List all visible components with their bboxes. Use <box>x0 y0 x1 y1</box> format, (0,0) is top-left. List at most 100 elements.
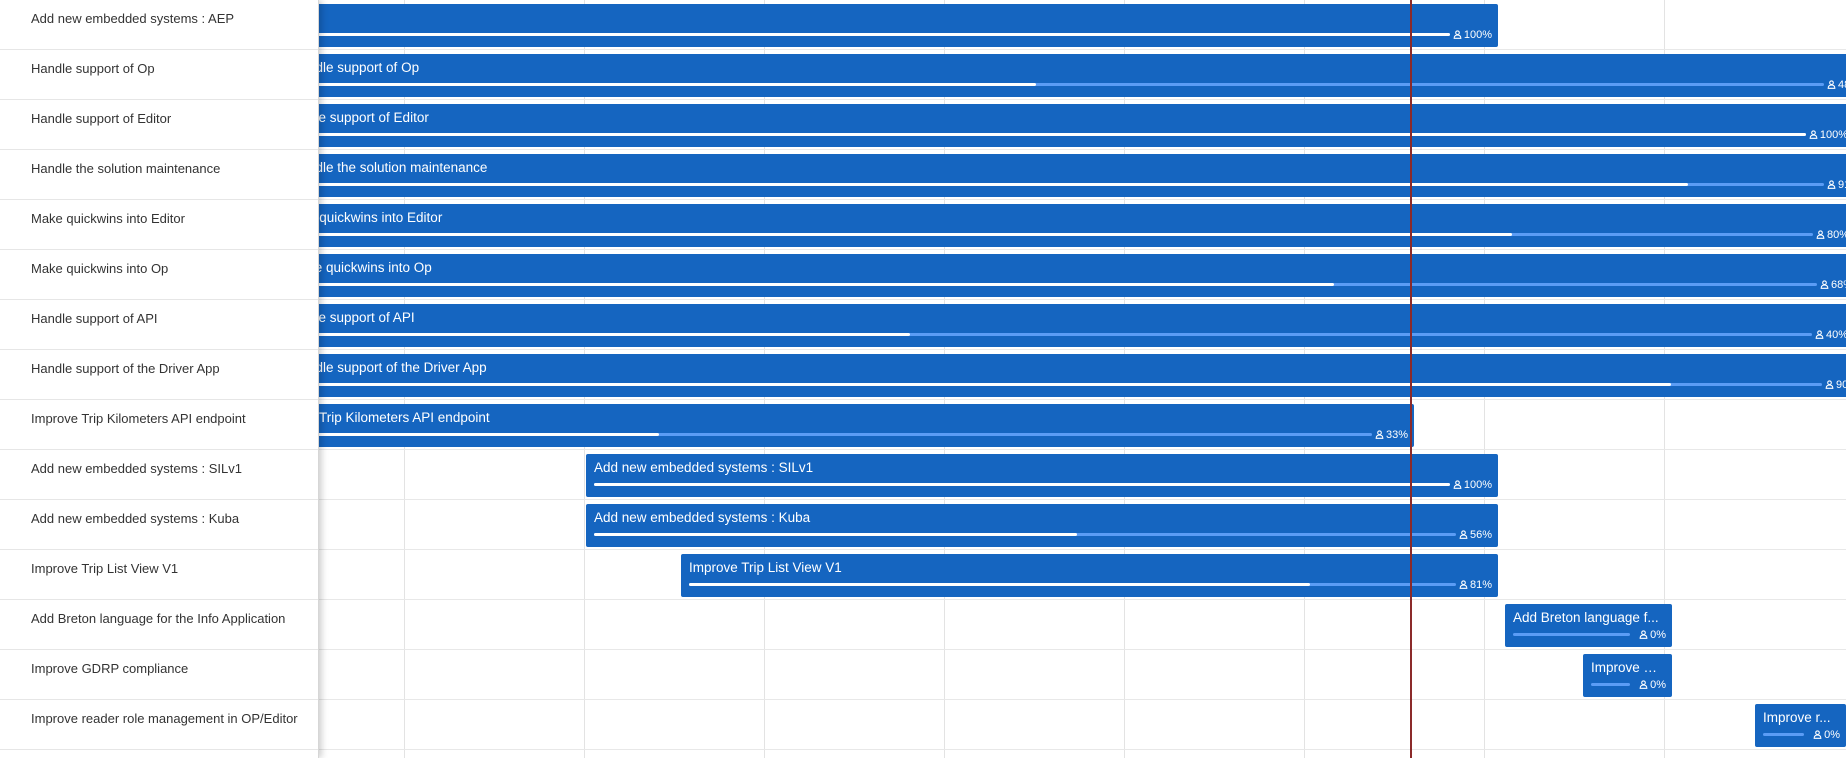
progress-percent: 68% <box>1820 279 1846 291</box>
task-name: Improve Trip Kilometers API endpoint <box>31 411 246 426</box>
progress-percent: 48% <box>1827 79 1846 91</box>
task-row[interactable]: Improve Trip List View V1 <box>0 550 318 600</box>
task-bar[interactable]: ndle support of the Driver App 90% <box>318 354 1846 397</box>
task-bar-label: Add new embedded systems : SILv1 <box>594 460 814 475</box>
progress-fill <box>318 33 1450 36</box>
progress-percent: 100% <box>1453 479 1492 491</box>
task-row[interactable]: Make quickwins into Op <box>0 250 318 300</box>
task-name-panel: Add new embedded systems : AEP Handle sup… <box>0 0 319 758</box>
task-bar[interactable]: e quickwins into Editor 80% <box>318 204 1846 247</box>
user-icon <box>1459 579 1470 591</box>
task-row[interactable]: Improve GDRP compliance <box>0 650 318 700</box>
task-bar[interactable]: dle support of Editor 100% <box>318 104 1846 147</box>
progress-percent-text: 100% <box>1463 479 1492 491</box>
progress-percent-text: 80% <box>1826 229 1846 241</box>
gantt-timeline[interactable]: 100% ndle support of Op 48% dle support of … <box>318 0 1846 758</box>
task-row[interactable]: Add new embedded systems : Kuba <box>0 500 318 550</box>
row-divider <box>318 149 1846 150</box>
progress-percent: 0% <box>1813 729 1840 741</box>
task-name: Make quickwins into Editor <box>31 211 185 226</box>
progress-track <box>318 183 1824 186</box>
task-name: Improve Trip List View V1 <box>31 561 179 576</box>
task-name: Improve reader role management in OP/Edi… <box>31 711 298 726</box>
task-bar[interactable]: 100% <box>318 4 1498 47</box>
user-icon <box>1816 229 1827 241</box>
task-bar-label: dle support of API <box>318 310 415 325</box>
progress-percent: 100% <box>1809 129 1846 141</box>
row-divider <box>318 649 1846 650</box>
progress-track <box>1591 683 1630 686</box>
task-bar[interactable]: Improve GDRP compliance 0% <box>1583 654 1672 697</box>
progress-percent: 0% <box>1639 629 1666 641</box>
task-name: Handle support of Editor <box>31 111 172 126</box>
progress-percent: 91% <box>1827 179 1846 191</box>
task-bar[interactable]: ke quickwins into Op 68% <box>318 254 1846 297</box>
progress-track <box>318 283 1817 286</box>
today-marker <box>1410 0 1412 758</box>
task-row[interactable]: Add new embedded systems : AEP <box>0 0 318 50</box>
progress-track <box>318 333 1812 336</box>
task-name: Add new embedded systems : SILv1 <box>31 461 243 476</box>
task-bar-label: Add Breton language f... <box>1513 610 1659 625</box>
progress-percent-text: 91% <box>1837 179 1846 191</box>
progress-percent-text: 68% <box>1830 279 1846 291</box>
task-bar[interactable]: Add new embedded systems : SILv1 100% <box>586 454 1498 497</box>
row-divider <box>318 449 1846 450</box>
task-bar-label: Add new embedded systems : Kuba <box>594 510 811 525</box>
row-divider <box>318 349 1846 350</box>
task-bar-label: Improve GDRP compliance <box>1591 660 1664 675</box>
task-name: Handle support of API <box>31 311 158 326</box>
task-bar[interactable]: Improve r... 0% <box>1755 704 1846 747</box>
progress-percent-text: 48% <box>1837 79 1846 91</box>
progress-percent: 40% <box>1815 329 1846 341</box>
task-bar-label: ndle the solution maintenance <box>318 160 488 175</box>
task-bar[interactable]: ndle the solution maintenance 91% <box>318 154 1846 197</box>
progress-track <box>318 233 1813 236</box>
progress-track <box>318 33 1450 36</box>
progress-fill <box>318 433 660 436</box>
task-bar[interactable]: Improve Trip List View V1 81% <box>681 554 1498 597</box>
row-divider <box>318 399 1846 400</box>
task-name: Add new embedded systems : Kuba <box>31 511 240 526</box>
task-row[interactable]: Handle support of Op <box>0 50 318 100</box>
progress-track <box>1763 733 1804 736</box>
progress-fill <box>318 283 1335 286</box>
user-icon <box>1825 379 1836 391</box>
task-bar[interactable]: dle support of API 40% <box>318 304 1846 347</box>
progress-fill <box>318 383 1671 386</box>
task-row[interactable]: Add new embedded systems : SILv1 <box>0 450 318 500</box>
progress-fill <box>318 233 1512 236</box>
task-row[interactable]: Improve reader role management in OP/Edi… <box>0 700 318 750</box>
task-bar-label: Improve r... <box>1763 710 1831 725</box>
progress-fill <box>318 333 910 336</box>
task-row[interactable]: Make quickwins into Editor <box>0 200 318 250</box>
task-name: Handle support of the Driver App <box>31 361 220 376</box>
progress-percent-text: 100% <box>1463 29 1492 41</box>
task-bar[interactable]: ndle support of Op 48% <box>318 54 1846 97</box>
task-bar[interactable]: e Trip Kilometers API endpoint 33% <box>318 404 1414 447</box>
task-bar-label: e quickwins into Editor <box>318 210 443 225</box>
row-divider <box>318 499 1846 500</box>
progress-percent-text: 33% <box>1385 429 1408 441</box>
user-icon <box>1639 679 1650 691</box>
row-divider <box>318 199 1846 200</box>
task-row[interactable]: Add Breton language for the Info Applica… <box>0 600 318 650</box>
progress-percent-text: 40% <box>1825 329 1846 341</box>
task-row[interactable]: Handle support of Editor <box>0 100 318 150</box>
task-bar[interactable]: Add new embedded systems : Kuba 56% <box>586 504 1498 547</box>
task-row[interactable]: Handle support of the Driver App <box>0 350 318 400</box>
progress-fill <box>594 483 1450 486</box>
user-icon <box>1639 629 1650 641</box>
progress-percent-text: 0% <box>1650 679 1666 691</box>
task-row[interactable]: Handle support of API <box>0 300 318 350</box>
progress-percent: 33% <box>1375 429 1408 441</box>
task-row[interactable]: Improve Trip Kilometers API endpoint <box>0 400 318 450</box>
row-divider <box>318 599 1846 600</box>
row-divider <box>318 299 1846 300</box>
task-row[interactable]: Handle the solution maintenance <box>0 150 318 200</box>
progress-percent-text: 0% <box>1824 729 1840 741</box>
task-bar[interactable]: Add Breton language f... 0% <box>1505 604 1672 647</box>
row-divider <box>318 549 1846 550</box>
user-icon <box>1820 279 1831 291</box>
progress-track <box>594 483 1450 486</box>
